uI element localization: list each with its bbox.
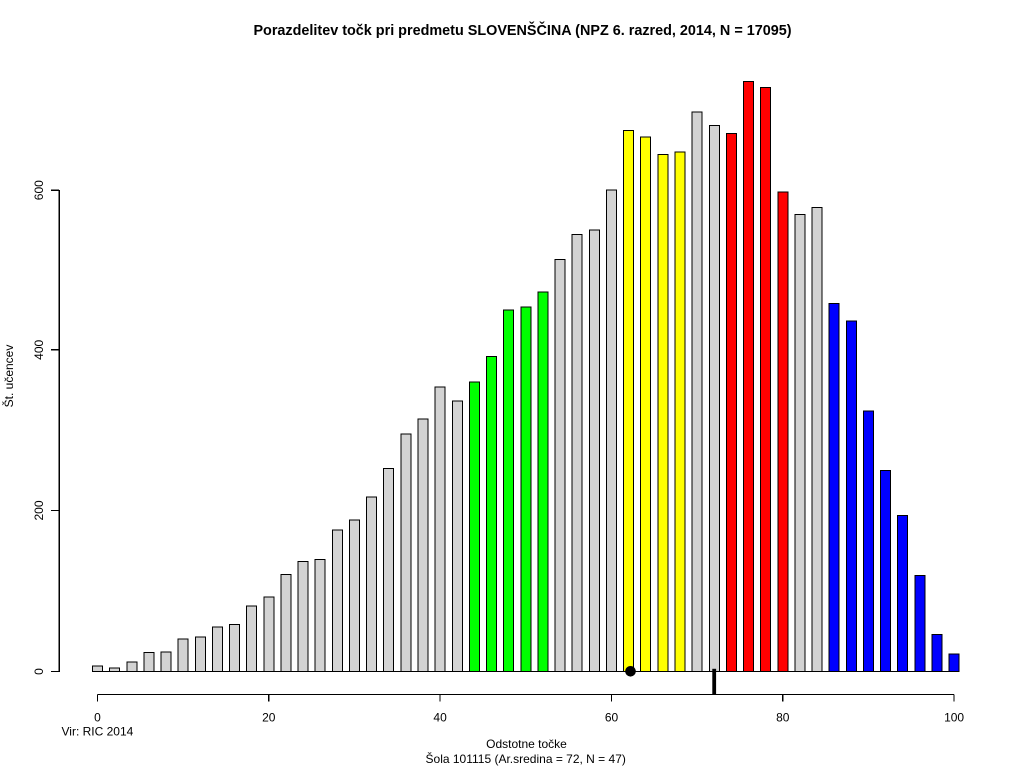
svg-text:80: 80 <box>776 711 790 725</box>
svg-text:Šola 101115 (Ar.sredina = 72,: Šola 101115 (Ar.sredina = 72, N = 47) <box>426 751 626 766</box>
svg-text:600: 600 <box>32 180 46 200</box>
svg-text:60: 60 <box>605 711 619 725</box>
svg-text:20: 20 <box>262 711 276 725</box>
svg-text:Št. učencev: Št. učencev <box>1 345 16 408</box>
svg-text:200: 200 <box>32 500 46 520</box>
svg-text:100: 100 <box>944 711 964 725</box>
svg-text:Odstotne točke: Odstotne točke <box>486 737 567 751</box>
svg-text:Vir: RIC 2014: Vir: RIC 2014 <box>62 725 134 739</box>
svg-text:400: 400 <box>32 339 46 359</box>
svg-text:0: 0 <box>94 711 101 725</box>
svg-text:Porazdelitev točk pri predmetu: Porazdelitev točk pri predmetu SLOVENŠČI… <box>253 21 791 39</box>
svg-text:40: 40 <box>433 711 447 725</box>
svg-text:0: 0 <box>32 668 46 675</box>
